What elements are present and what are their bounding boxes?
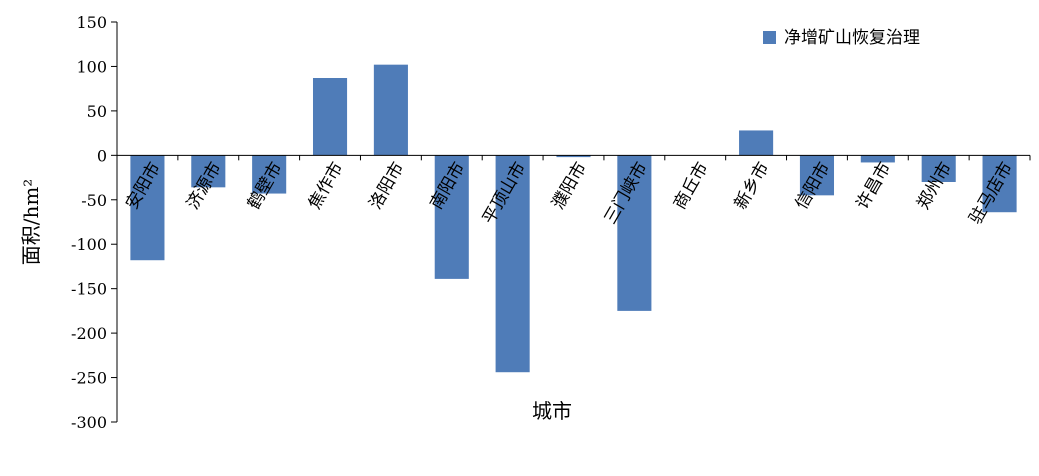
- x-axis-label: 城市: [532, 399, 572, 423]
- x-tick-label: 郑州市: [913, 159, 956, 213]
- legend-swatch: [763, 31, 776, 44]
- y-tick-label: 150: [76, 13, 107, 32]
- bar: [373, 64, 408, 156]
- x-tick-label: 濮阳市: [548, 159, 591, 213]
- bar: [312, 78, 348, 156]
- bar: [252, 155, 287, 194]
- y-tick-label: -100: [71, 235, 107, 254]
- y-tick-label: -50: [81, 191, 107, 210]
- y-tick-label: -250: [71, 369, 107, 388]
- x-tick-label: 洛阳市: [366, 159, 409, 213]
- bar: [617, 155, 652, 311]
- y-tick-label: 100: [76, 57, 107, 76]
- x-tick-label: 许昌市: [853, 159, 896, 213]
- y-tick-label: 50: [87, 102, 107, 121]
- y-axis-label: 面积/hm²: [19, 179, 43, 266]
- y-tick-label: -300: [71, 413, 107, 432]
- bar: [860, 155, 895, 163]
- bar: [556, 155, 591, 158]
- bar: [434, 155, 469, 279]
- y-tick-label: -200: [71, 324, 107, 343]
- bar: [191, 155, 226, 188]
- x-tick-label: 新乡市: [731, 159, 774, 213]
- x-tick-label: 商丘市: [670, 159, 713, 213]
- bar: [130, 155, 165, 261]
- bar: [799, 155, 835, 196]
- x-tick-label: 焦作市: [305, 159, 348, 213]
- legend-label: 净增矿山恢复治理: [784, 28, 920, 48]
- bar: [982, 155, 1017, 213]
- bar: [739, 130, 774, 156]
- y-tick-label: 0: [97, 146, 107, 165]
- bar: [495, 155, 530, 373]
- y-tick-label: -150: [71, 280, 107, 299]
- bar: [921, 155, 956, 182]
